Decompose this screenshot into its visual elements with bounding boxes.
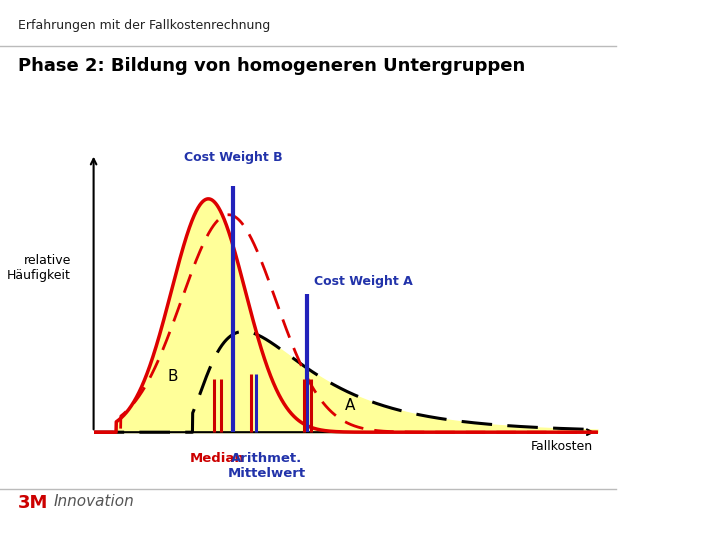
Text: Innovation: Innovation bbox=[54, 494, 135, 509]
Text: Fallkosten: Fallkosten bbox=[531, 440, 593, 453]
Text: Phase 2: Bildung von homogeneren Untergruppen: Phase 2: Bildung von homogeneren Untergr… bbox=[18, 57, 526, 75]
Text: Arithmet.
Mittelwert: Arithmet. Mittelwert bbox=[228, 452, 306, 480]
Text: Cost Weight A: Cost Weight A bbox=[314, 275, 413, 288]
Text: Erfahrungen mit der Fallkostenrechnung: Erfahrungen mit der Fallkostenrechnung bbox=[18, 19, 270, 32]
Text: 3M: 3M bbox=[18, 494, 48, 512]
Text: Cost Weight B: Cost Weight B bbox=[184, 151, 282, 164]
Text: B: B bbox=[167, 369, 178, 384]
Text: A: A bbox=[345, 398, 355, 413]
Text: relative
Häufigkeit: relative Häufigkeit bbox=[7, 254, 71, 282]
Text: Median: Median bbox=[190, 452, 245, 465]
